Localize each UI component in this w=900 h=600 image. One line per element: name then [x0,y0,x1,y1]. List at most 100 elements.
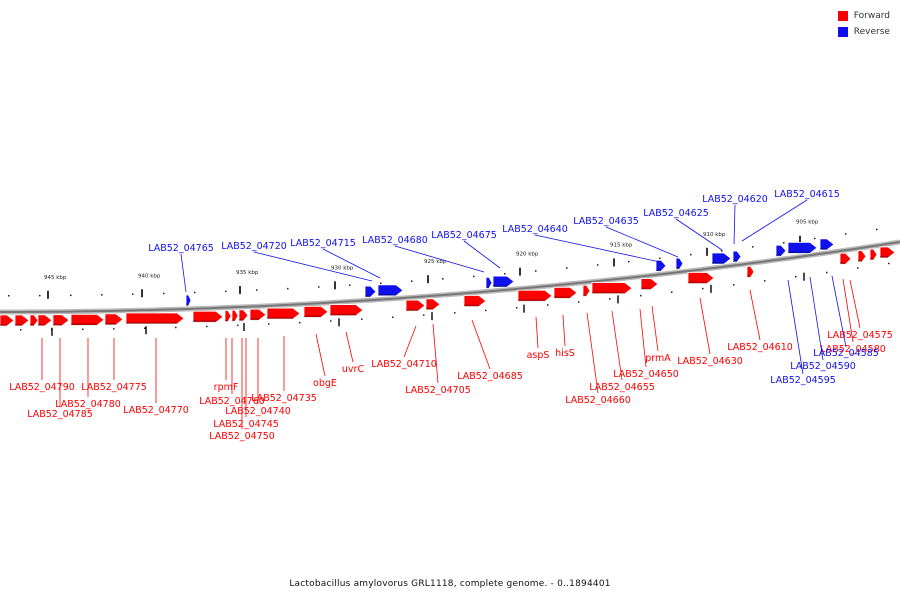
gene-label: rpmF [214,382,239,393]
guide-dot [380,282,382,285]
gene-forward [591,282,633,295]
gene-forward-shade [38,323,45,326]
label-leader [471,319,491,370]
gene-reverse [732,250,742,263]
gene-label: LAB52_04595 [770,375,836,386]
guide-dot [578,301,580,303]
gene-label: prmA [645,353,671,364]
gene-forward-shade [304,315,321,318]
gene-forward-shade [858,259,862,262]
gene-reverse [819,238,835,251]
guide-dot [702,287,704,290]
guide-dot [411,280,413,282]
guide-dot [39,294,41,297]
gene-label: LAB52_04710 [371,359,437,370]
gene-label: LAB52_04585 [813,348,879,359]
gene-reverse [485,276,493,289]
guide-dot [113,328,115,330]
guide-dot [132,293,134,295]
guide-dot [783,242,785,244]
gene-forward [582,284,591,297]
guide-dot [671,291,673,293]
gene-label: LAB52_04640 [502,224,568,235]
gene-forward-shade [688,281,707,284]
gene-forward [879,246,896,259]
label-leader [345,331,354,363]
guide-dot [299,321,301,324]
gene-forward-shade [225,319,228,322]
gene-label: LAB52_04615 [774,189,840,200]
gene-label: LAB52_04630 [677,356,743,367]
guide-dot [752,246,754,248]
gene-forward [463,295,487,307]
gene-forward [238,309,249,322]
guide-dot [733,284,735,286]
label-leader [849,279,861,329]
guide-dot [535,270,537,272]
label-leader [741,199,808,242]
gene-forward-shade [232,319,235,322]
gene-forward-shade [426,307,433,310]
label-leader [253,251,373,282]
gene-forward-shade [193,320,216,323]
gene-forward-shade [239,318,244,321]
gene-forward [192,310,224,323]
gene-forward [553,286,578,299]
guide-dot [609,298,611,300]
guide-dot [175,326,177,329]
guide-dot [101,294,103,296]
gene-label: LAB52_04720 [221,241,287,252]
gene-forward [29,314,39,327]
gene-reverse-shade [365,295,371,298]
guide-dot [225,290,227,293]
gene-label: LAB52_04760 [199,396,265,407]
label-leader [432,323,439,384]
gene-label: aspS [527,350,550,361]
gene-label: LAB52_04625 [643,208,709,219]
gene-forward-shade [870,258,874,261]
gene-label: LAB52_04785 [27,409,93,420]
gene-label: LAB52_04780 [55,399,121,410]
guide-dot [640,294,642,297]
gene-forward [640,278,659,290]
legend-item-forward: Forward [837,8,890,23]
gene-forward-shade [592,291,625,294]
guide-dot [206,325,208,328]
gene-forward-shade [880,255,888,258]
gene-forward [70,313,105,326]
gene-label: LAB52_04580 [820,344,886,355]
gene-label: LAB52_04620 [702,194,768,205]
gene-label: hisS [555,348,575,359]
guide-dot [268,323,270,325]
guide-dot [721,250,723,252]
gene-forward-shade [15,323,22,326]
gene-label: LAB52_04655 [589,382,655,393]
gene-label: LAB52_04735 [251,393,317,404]
gene-forward [266,307,301,320]
gene-forward-shade [641,287,651,290]
gene-forward [303,305,329,318]
tick-label: 915 kbp [610,242,633,248]
gene-forward-shade [406,309,418,312]
guide-dot [70,294,72,297]
label-leader [403,325,417,358]
gene-label: LAB52_04775 [81,382,147,393]
label-leader [586,312,599,394]
gene-forward-shade [250,318,259,321]
gene-label: LAB52_04660 [565,395,631,406]
tick-label: 945 kbp [44,275,67,281]
backbone-line [0,241,900,313]
gene-forward-shade [330,313,356,316]
gene-forward [104,313,124,326]
gene-forward [425,298,441,311]
gene-label: LAB52_04745 [213,419,279,430]
gene-forward [224,310,232,322]
label-leader [562,314,566,347]
guide-dot [659,257,661,259]
gene-reverse-shade [733,260,737,263]
gene-label: LAB52_04740 [225,406,291,417]
gene-reverse [675,257,684,270]
gene-forward-shade [840,262,846,265]
tick-label: 935 kbp [236,270,259,276]
